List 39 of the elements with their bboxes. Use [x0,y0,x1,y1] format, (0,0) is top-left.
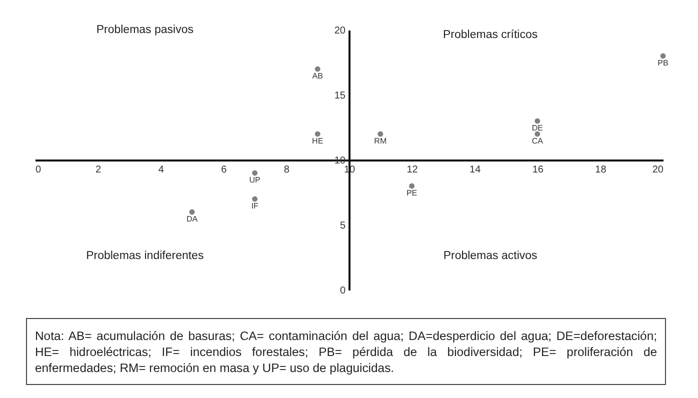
annotation: Problemas activos [443,250,538,262]
point [314,131,320,137]
point [189,209,195,215]
annotation: DA [186,214,198,224]
x-tick-label: 20 [652,164,664,176]
annotation: Problemas indiferentes [86,250,204,262]
x-tick-label: 2 [96,164,102,176]
annotation: HE [312,136,324,146]
annotation: UP [249,176,260,185]
x-tick-label: 8 [284,164,290,176]
x-tick-label: 14 [470,164,482,176]
x-tick-label: 6 [221,164,228,176]
x-tick-label: 16 [532,164,544,176]
x-tick-label: 18 [595,164,607,176]
point [534,118,540,124]
y-tick-label: 0 [340,286,346,296]
point [314,66,320,72]
point [409,183,415,189]
point [534,131,540,137]
point [378,131,384,137]
annotation: AB [312,72,323,81]
point [660,53,666,59]
x-tick-label: 0 [36,164,42,176]
annotation: IF [251,202,258,211]
text: Nota: AB= acumulación de basuras; CA= contaminación del agua; DA=desperdicio del agua; DE=deforestación; HE= hidroeléctricas; IF= incendios forestales; PB= pérdida de la biodiversidad; PE= proliferación de enfermedades; RM= remoción en masa y UP= uso de plaguicidas. [26,318,666,385]
x-tick-label: 4 [158,164,164,176]
annotation: CA [532,136,544,146]
annotation: Problemas pasivos [96,24,194,36]
x-tick-label: 12 [406,164,418,176]
y-tick-label: 15 [334,90,346,102]
point [252,196,258,202]
annotation: Problemas críticos [443,29,538,42]
annotation: PB [658,58,668,68]
y-tick-label: 20 [334,26,346,36]
annotation: DE [532,124,543,133]
point [252,170,258,176]
annotation: RM [374,136,387,146]
annotation: PE [406,188,418,198]
y-tick-label: 5 [340,220,346,232]
